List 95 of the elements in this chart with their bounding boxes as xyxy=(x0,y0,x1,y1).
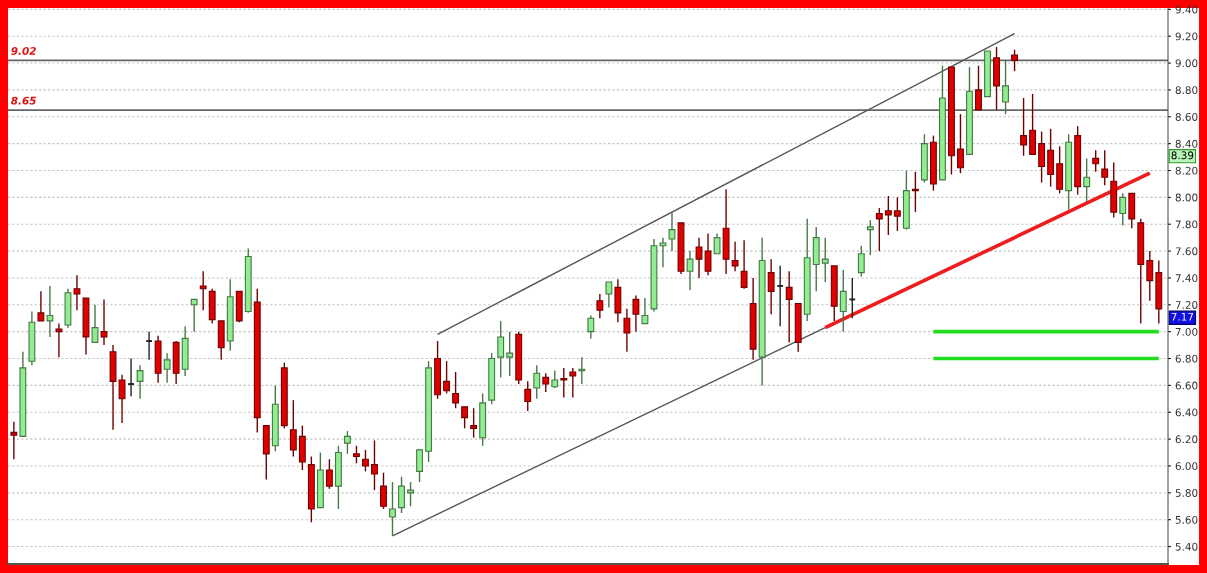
candlestick xyxy=(957,113,964,174)
candlestick xyxy=(389,481,396,537)
candlestick xyxy=(875,207,883,252)
candlestick xyxy=(362,449,369,473)
candlestick xyxy=(641,297,649,325)
y-tick-label: 7.80 xyxy=(1175,220,1198,229)
candlestick xyxy=(1119,192,1127,227)
candlestick xyxy=(713,232,721,255)
y-tick-label: 9.20 xyxy=(1175,32,1198,41)
y-tick-label: 6.20 xyxy=(1175,435,1198,444)
y-tick-label: 6.80 xyxy=(1175,354,1198,363)
candlestick xyxy=(73,274,81,311)
candlestick xyxy=(740,239,748,290)
candlestick xyxy=(776,265,785,327)
candlestick xyxy=(767,258,775,315)
y-tick-label: 8.20 xyxy=(1175,166,1198,175)
y-tick-label: 7.00 xyxy=(1175,327,1198,336)
candlestick xyxy=(136,364,144,400)
candlestick xyxy=(118,373,126,424)
candlestick xyxy=(506,330,514,377)
candlestick xyxy=(569,367,577,399)
ref-line-label: 8.65 xyxy=(11,96,36,105)
candlestick xyxy=(1002,59,1009,115)
candlestick xyxy=(127,357,135,397)
candlestick xyxy=(1092,149,1100,173)
text: 8.39 xyxy=(1171,151,1194,160)
y-tick-label: 5.80 xyxy=(1175,489,1198,497)
candlestick xyxy=(866,219,874,256)
y-tick-label: 5.40 xyxy=(1175,542,1198,551)
candlestick xyxy=(443,360,451,395)
candlestick xyxy=(343,430,351,455)
candlestick xyxy=(623,308,631,353)
candlestick xyxy=(199,270,207,311)
candlestick xyxy=(533,364,541,400)
y-tick-label: 6.00 xyxy=(1175,462,1198,471)
y-tick-label: 8.00 xyxy=(1175,193,1198,202)
candlestick xyxy=(37,290,45,322)
candlestick xyxy=(857,245,865,278)
candlestick xyxy=(686,250,694,291)
candlestick xyxy=(695,236,703,279)
candlestick xyxy=(659,236,667,268)
y-tick-label: 5.60 xyxy=(1175,515,1198,524)
candlestick xyxy=(632,294,640,333)
candlestick xyxy=(190,298,198,333)
candlestick xyxy=(371,439,378,491)
candlestick xyxy=(145,330,153,361)
candlestick xyxy=(1083,157,1091,203)
candlestick xyxy=(163,352,171,384)
candlestick xyxy=(821,236,829,283)
candlestick xyxy=(1101,149,1109,186)
candlestick xyxy=(398,476,405,514)
text: 7.17 xyxy=(1171,313,1194,321)
candlestick xyxy=(605,281,613,309)
y-tick-label: 6.60 xyxy=(1175,381,1198,390)
candlestick xyxy=(55,322,63,358)
y-tick-label: 6.40 xyxy=(1175,408,1198,417)
candlestick xyxy=(542,372,550,393)
candlestick xyxy=(416,449,423,483)
candlestick xyxy=(975,65,982,111)
candlestick xyxy=(1020,97,1028,157)
candlestick xyxy=(839,269,847,333)
y-tick-label: 7.20 xyxy=(1175,301,1198,309)
candlestick xyxy=(596,293,604,319)
candlestick xyxy=(1146,250,1154,302)
candlestick xyxy=(560,367,568,399)
candlestick xyxy=(470,407,478,439)
candlestick xyxy=(497,320,505,379)
candlestick xyxy=(668,211,676,252)
candlestick xyxy=(407,481,414,507)
candlestick xyxy=(46,285,54,338)
candlestick xyxy=(100,298,108,346)
candlestick xyxy=(587,314,595,340)
candlestick xyxy=(731,240,739,272)
candlestick xyxy=(91,304,99,344)
candlestick xyxy=(1011,48,1018,72)
y-tick-label: 9.00 xyxy=(1175,59,1198,68)
ref-line-label: 9.02 xyxy=(11,47,36,55)
y-tick-label: 8.60 xyxy=(1175,113,1198,121)
y-tick-label: 8.40 xyxy=(1175,139,1198,148)
candlestick xyxy=(461,406,469,430)
candlestick xyxy=(524,380,532,412)
candlestick xyxy=(289,399,297,458)
candlestick xyxy=(325,458,333,490)
candlestick xyxy=(884,195,892,236)
candlestick xyxy=(785,270,793,344)
y-tick-label: 8.80 xyxy=(1175,86,1198,95)
candlestick xyxy=(10,420,18,460)
candlestick xyxy=(1038,130,1046,184)
candlestick xyxy=(452,371,460,409)
candlestick xyxy=(704,232,712,276)
candlestick xyxy=(848,277,857,319)
y-tick-label: 7.40 xyxy=(1175,274,1198,283)
y-tick-label: 7.60 xyxy=(1175,247,1198,256)
candlestick xyxy=(893,196,901,232)
candlestick xyxy=(380,471,387,510)
